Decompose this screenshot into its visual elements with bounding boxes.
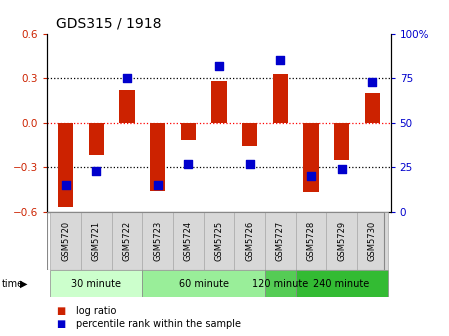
Bar	[142, 270, 265, 297]
Bar	[211, 81, 227, 123]
Text: log ratio: log ratio	[76, 306, 117, 316]
Bar	[173, 212, 203, 270]
Bar	[357, 212, 387, 270]
Text: GSM5730: GSM5730	[368, 221, 377, 261]
Bar	[295, 212, 326, 270]
Text: time: time	[2, 279, 24, 289]
Bar	[150, 123, 165, 191]
Bar	[295, 270, 387, 297]
Point	[62, 182, 69, 188]
Bar	[50, 212, 81, 270]
Bar	[180, 123, 196, 140]
Point	[185, 161, 192, 166]
Text: GDS315 / 1918: GDS315 / 1918	[56, 17, 162, 31]
Point	[123, 76, 131, 81]
Text: GSM5723: GSM5723	[153, 221, 162, 261]
Text: ■: ■	[56, 306, 66, 316]
Text: 60 minute: 60 minute	[179, 279, 229, 289]
Text: 30 minute: 30 minute	[71, 279, 121, 289]
Bar	[88, 123, 104, 155]
Bar	[119, 90, 135, 123]
Text: 240 minute: 240 minute	[313, 279, 370, 289]
Text: GSM5728: GSM5728	[306, 221, 315, 261]
Point	[338, 166, 345, 172]
Point	[246, 161, 253, 166]
Text: GSM5722: GSM5722	[123, 221, 132, 261]
Text: GSM5721: GSM5721	[92, 221, 101, 261]
Bar	[142, 212, 173, 270]
Point	[154, 182, 161, 188]
Text: GSM5726: GSM5726	[245, 221, 254, 261]
Point	[92, 168, 100, 173]
Text: GSM5729: GSM5729	[337, 221, 346, 261]
Bar	[58, 123, 73, 207]
Bar	[50, 270, 142, 297]
Text: ■: ■	[56, 319, 66, 329]
Point	[215, 63, 222, 68]
Bar	[265, 270, 295, 297]
Bar	[242, 123, 257, 146]
Bar	[273, 74, 288, 123]
Text: percentile rank within the sample: percentile rank within the sample	[76, 319, 241, 329]
Text: 120 minute: 120 minute	[252, 279, 308, 289]
Bar	[234, 212, 265, 270]
Text: ▶: ▶	[20, 279, 28, 289]
Text: GSM5727: GSM5727	[276, 221, 285, 261]
Text: GSM5724: GSM5724	[184, 221, 193, 261]
Text: GSM5725: GSM5725	[214, 221, 224, 261]
Bar	[81, 212, 111, 270]
Bar	[265, 212, 295, 270]
Bar	[303, 123, 318, 193]
Point	[277, 58, 284, 63]
Bar	[203, 212, 234, 270]
Bar	[111, 212, 142, 270]
Point	[307, 173, 314, 179]
Bar	[326, 212, 357, 270]
Point	[369, 79, 376, 84]
Text: GSM5720: GSM5720	[61, 221, 70, 261]
Bar	[365, 93, 380, 123]
Bar	[334, 123, 349, 160]
